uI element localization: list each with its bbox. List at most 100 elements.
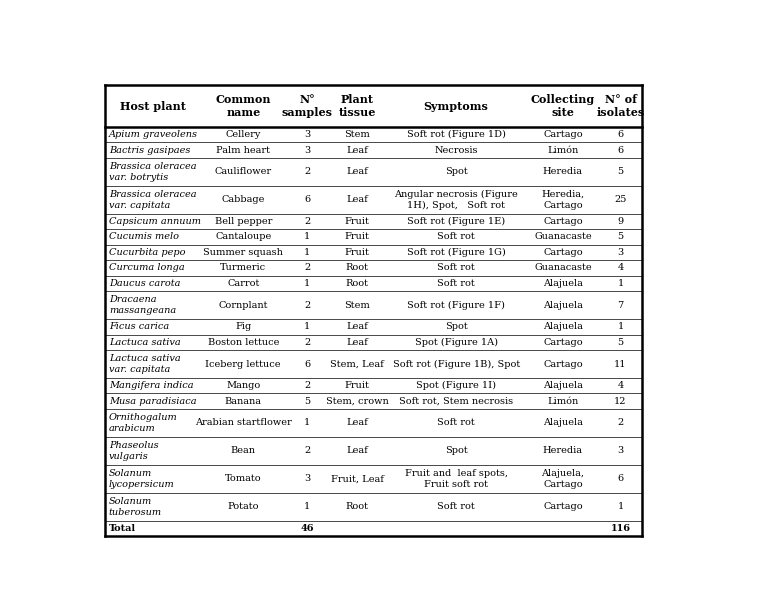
Text: Bell pepper: Bell pepper [215, 217, 272, 226]
Text: Stem, Leaf: Stem, Leaf [330, 360, 384, 368]
Text: Root: Root [346, 502, 368, 511]
Text: Cartago: Cartago [543, 502, 583, 511]
Text: Summer squash: Summer squash [203, 248, 283, 257]
Text: Root: Root [346, 263, 368, 273]
Text: Soft rot: Soft rot [437, 233, 475, 241]
Text: Stem: Stem [344, 301, 370, 309]
Text: Alajuela,
Cartago: Alajuela, Cartago [541, 468, 584, 489]
Text: Soft rot (Figure 1B), Spot: Soft rot (Figure 1B), Spot [393, 359, 520, 368]
Text: Apium graveolens: Apium graveolens [109, 130, 198, 139]
Text: 5: 5 [304, 397, 310, 406]
Text: 4: 4 [618, 381, 623, 391]
Text: Soft rot (Figure 1D): Soft rot (Figure 1D) [407, 130, 506, 139]
Text: 116: 116 [611, 524, 630, 533]
Text: Cartago: Cartago [543, 338, 583, 347]
Text: Fruit and  leaf spots,
Fruit soft rot: Fruit and leaf spots, Fruit soft rot [405, 468, 508, 489]
Text: Cornplant: Cornplant [219, 301, 268, 309]
Text: Spot: Spot [445, 446, 467, 456]
Text: 1: 1 [304, 322, 310, 332]
Text: Tomato: Tomato [225, 474, 262, 483]
Text: 11: 11 [615, 360, 626, 368]
Text: 2: 2 [304, 381, 310, 391]
Text: 1: 1 [618, 279, 623, 288]
Text: Leaf: Leaf [347, 338, 368, 347]
Text: N°
samples: N° samples [281, 95, 332, 118]
Text: N° of
isolates: N° of isolates [597, 95, 644, 118]
Text: Heredia: Heredia [543, 446, 583, 456]
Text: Spot: Spot [445, 322, 467, 332]
Text: 2: 2 [618, 418, 623, 427]
Text: 3: 3 [618, 446, 623, 456]
Text: 25: 25 [615, 195, 626, 204]
Text: Potato: Potato [227, 502, 259, 511]
Text: Common
name: Common name [216, 95, 271, 118]
Text: Cartago: Cartago [543, 360, 583, 368]
Text: 9: 9 [618, 217, 623, 226]
Text: 6: 6 [618, 130, 623, 139]
Text: Boston lettuce: Boston lettuce [208, 338, 279, 347]
Text: Fruit: Fruit [345, 217, 369, 226]
Text: 7: 7 [618, 301, 623, 309]
Text: Total: Total [109, 524, 136, 533]
Text: Fig: Fig [235, 322, 252, 332]
Text: Plant
tissue: Plant tissue [339, 95, 376, 118]
Text: Leaf: Leaf [347, 418, 368, 427]
Text: 1: 1 [304, 279, 310, 288]
Text: Cabbage: Cabbage [222, 195, 265, 204]
Text: Leaf: Leaf [347, 446, 368, 456]
Text: Lactuca sativa: Lactuca sativa [109, 338, 180, 347]
Text: Cartago: Cartago [543, 248, 583, 257]
Text: Solanum
lycopersicum: Solanum lycopersicum [109, 468, 175, 489]
Text: 6: 6 [618, 146, 623, 155]
Text: Host plant: Host plant [121, 101, 187, 112]
Text: Leaf: Leaf [347, 195, 368, 204]
Text: 2: 2 [304, 168, 310, 176]
Text: 1: 1 [304, 248, 310, 257]
Text: 3: 3 [304, 130, 310, 139]
Text: Ornithogalum
arabicum: Ornithogalum arabicum [109, 413, 178, 433]
Text: Symptoms: Symptoms [423, 101, 488, 112]
Text: Dracaena
massangeana: Dracaena massangeana [109, 295, 176, 315]
Text: Spot (Figure 1A): Spot (Figure 1A) [415, 338, 498, 347]
Text: Fruit, Leaf: Fruit, Leaf [331, 474, 383, 483]
Text: Soft rot: Soft rot [437, 279, 475, 288]
Text: Soft rot, Stem necrosis: Soft rot, Stem necrosis [399, 397, 514, 406]
Text: Cucumis melo: Cucumis melo [109, 233, 179, 241]
Text: 6: 6 [304, 195, 310, 204]
Text: Solanum
tuberosum: Solanum tuberosum [109, 497, 162, 516]
Text: Alajuela: Alajuela [543, 301, 583, 309]
Text: 6: 6 [304, 360, 310, 368]
Text: Spot (Figure 1I): Spot (Figure 1I) [416, 381, 496, 391]
Text: Guanacaste: Guanacaste [534, 233, 592, 241]
Text: Root: Root [346, 279, 368, 288]
Text: 2: 2 [304, 217, 310, 226]
Text: Musa paradisiaca: Musa paradisiaca [109, 397, 197, 406]
Text: 2: 2 [304, 338, 310, 347]
Text: Fruit: Fruit [345, 381, 369, 391]
Text: Curcuma longa: Curcuma longa [109, 263, 185, 273]
Text: Fruit: Fruit [345, 233, 369, 241]
Text: 3: 3 [618, 248, 623, 257]
Text: Leaf: Leaf [347, 322, 368, 332]
Text: Brassica oleracea
var. botrytis: Brassica oleracea var. botrytis [109, 162, 197, 182]
Text: 1: 1 [304, 418, 310, 427]
Text: Palm heart: Palm heart [216, 146, 270, 155]
Text: Heredia: Heredia [543, 168, 583, 176]
Text: Lactuca sativa
var. capitata: Lactuca sativa var. capitata [109, 354, 180, 374]
Text: Angular necrosis (Figure
1H), Spot,   Soft rot: Angular necrosis (Figure 1H), Spot, Soft… [394, 190, 518, 210]
Text: Carrot: Carrot [227, 279, 260, 288]
Text: Necrosis: Necrosis [434, 146, 478, 155]
Text: 5: 5 [618, 168, 623, 176]
Text: Heredia,
Cartago: Heredia, Cartago [541, 190, 584, 210]
Text: Cartago: Cartago [543, 130, 583, 139]
Text: Spot: Spot [445, 168, 467, 176]
Text: 2: 2 [304, 446, 310, 456]
Text: Capsicum annuum: Capsicum annuum [109, 217, 201, 226]
Text: Alajuela: Alajuela [543, 322, 583, 332]
Text: Turmeric: Turmeric [220, 263, 267, 273]
Text: Phaseolus
vulgaris: Phaseolus vulgaris [109, 441, 158, 461]
Text: Cauliflower: Cauliflower [215, 168, 272, 176]
Text: Cartago: Cartago [543, 217, 583, 226]
Text: Mango: Mango [226, 381, 260, 391]
Text: 2: 2 [304, 263, 310, 273]
